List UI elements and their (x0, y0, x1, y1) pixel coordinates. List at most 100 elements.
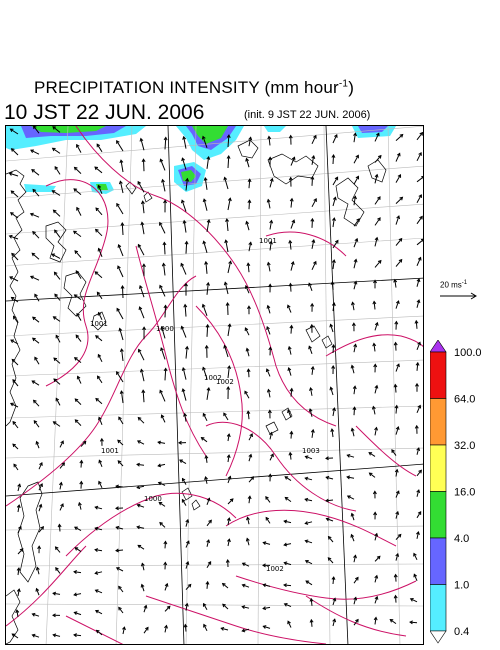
wind-arrow (183, 303, 188, 317)
coastline (265, 421, 279, 435)
wind-arrow (163, 367, 168, 381)
wind-arrow (163, 304, 168, 318)
wind-arrow (52, 316, 61, 322)
wind-arrow (80, 440, 87, 447)
wind-arrow (331, 365, 336, 375)
wind-arrow (116, 202, 124, 215)
wind-arrow (159, 389, 166, 402)
wind-arrow (164, 605, 171, 612)
wind-arrow (136, 440, 145, 445)
wind-arrow (310, 175, 315, 186)
coastline (305, 325, 321, 343)
wind-arrow (97, 311, 103, 321)
rain-area (192, 126, 228, 144)
wind-arrow (137, 348, 145, 361)
wind-arrow (35, 440, 40, 449)
wind-arrow (409, 598, 418, 603)
wind-arrow (331, 259, 336, 270)
wind-arrow (202, 412, 208, 422)
wind-arrow (52, 209, 61, 217)
wind-arrow (284, 476, 292, 482)
isobar-label: 1002 (204, 374, 222, 382)
wind-arrow (185, 560, 190, 569)
wind-arrow (185, 583, 192, 590)
wind-arrow (346, 495, 355, 500)
coastlines (6, 139, 387, 644)
wind-arrow (395, 196, 404, 204)
precipitation-areas (6, 126, 396, 194)
coastline (367, 159, 387, 183)
wind-arrow (266, 198, 271, 209)
wind-arrow (227, 538, 231, 547)
wind-arrow (185, 540, 190, 548)
wind-arrow (117, 243, 124, 257)
coastline (91, 311, 107, 331)
wind-arrow (374, 154, 382, 163)
wind-arrow (325, 517, 334, 522)
rain-area (24, 184, 56, 192)
wind-arrow (59, 503, 64, 511)
wind-arrow (57, 523, 62, 532)
coastline (267, 153, 319, 185)
wind-arrow (32, 399, 40, 407)
colorbar-bottom-triangle (430, 630, 447, 644)
wind-arrow (311, 155, 316, 165)
wind-arrow (179, 459, 187, 465)
wind-arrow (99, 437, 104, 446)
wind-arrow (393, 594, 398, 603)
isobar-label: 1000 (156, 325, 174, 333)
wind-arrow (115, 525, 124, 530)
wind-arrow (223, 176, 229, 190)
wind-arrow (204, 344, 209, 358)
wind-arrow (311, 260, 317, 271)
wind-arrow (160, 325, 166, 339)
wind-arrow (76, 312, 82, 321)
wind-arrow (393, 383, 398, 393)
wind-arrow (11, 358, 19, 366)
wind-arrow (244, 390, 250, 399)
wind-arrow (414, 319, 419, 329)
isobar-line (75, 126, 337, 427)
wind-arrow (289, 324, 294, 334)
wind-arrow (161, 262, 166, 276)
isobars (6, 126, 423, 644)
wind-arrow (9, 276, 19, 282)
wind-arrow (95, 335, 103, 342)
wind-arrow (185, 518, 190, 527)
wind-arrow (76, 375, 82, 384)
wind-arrow (96, 291, 103, 300)
wind-arrow (247, 178, 252, 189)
wind-arrow (200, 436, 208, 443)
wind-arrow (98, 480, 103, 489)
wind-arrow (268, 283, 273, 293)
wind-arrow (54, 165, 61, 175)
wind-arrow (245, 537, 250, 546)
wind-arrow (184, 602, 189, 611)
wind-arrow (11, 633, 19, 639)
wind-arrow (117, 265, 124, 278)
grid-line (6, 359, 423, 377)
wind-arrow (55, 567, 61, 574)
wind-arrow (31, 337, 40, 344)
wind-arrow (31, 612, 40, 617)
wind-arrow (248, 136, 253, 147)
wind-arrow (139, 137, 145, 151)
wind-arrow (226, 454, 231, 463)
wind-arrow (283, 519, 292, 524)
wind-arrow (284, 496, 292, 503)
wind-arrow (53, 271, 61, 280)
wind-arrow (262, 583, 271, 588)
wind-arrow (79, 459, 84, 468)
wind-arrow (118, 180, 124, 194)
wind-reference-label: 20 ms-1 (440, 280, 467, 290)
wind-arrow (287, 345, 292, 355)
wind-arrow (226, 386, 231, 400)
wind-arrow (373, 511, 378, 520)
wind-arrow (304, 539, 313, 544)
wind-arrow (17, 548, 24, 555)
wind-arrow (204, 260, 209, 274)
wind-arrow (416, 447, 421, 455)
wind-arrow (52, 613, 61, 618)
wind-arrow (331, 344, 336, 354)
wind-arrow (118, 327, 124, 341)
